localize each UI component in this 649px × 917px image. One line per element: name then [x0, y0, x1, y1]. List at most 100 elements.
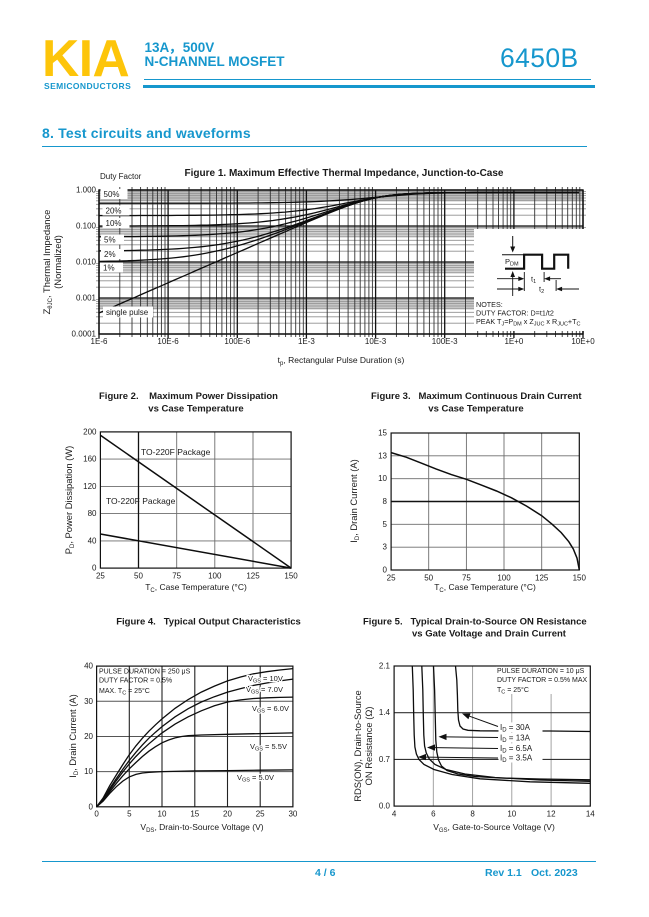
svg-text:1E+0: 1E+0 [504, 337, 523, 346]
svg-text:PD, Power Dissipation (W): PD, Power Dissipation (W) [63, 446, 76, 555]
svg-text:Figure 2. Maximum Power Dis: Figure 2. Maximum Power Dissipation [99, 391, 278, 402]
svg-text:2.1: 2.1 [379, 662, 391, 671]
svg-text:100E-3: 100E-3 [432, 337, 458, 346]
svg-text:TC = 25°C: TC = 25°C [497, 686, 529, 696]
svg-text:25: 25 [387, 574, 396, 583]
svg-text:0.100: 0.100 [76, 222, 97, 231]
svg-text:25: 25 [256, 810, 265, 819]
svg-text:ID = 3.5A: ID = 3.5A [500, 754, 533, 765]
svg-text:TO-220F Package: TO-220F Package [106, 496, 176, 506]
svg-text:RDS(ON), Drain-to-Source: RDS(ON), Drain-to-Source [352, 690, 363, 801]
svg-text:VGS = 10V: VGS = 10V [248, 674, 283, 685]
svg-text:Duty Factor: Duty Factor [100, 172, 142, 181]
svg-text:(Normalized): (Normalized) [52, 235, 63, 289]
svg-text:10E+0: 10E+0 [571, 337, 595, 346]
svg-text:80: 80 [88, 509, 97, 518]
svg-text:VGS = 5.0V: VGS = 5.0V [237, 773, 274, 784]
svg-text:ID, Drain Current (A): ID, Drain Current (A) [67, 694, 80, 778]
svg-text:vs Case Temperature: vs Case Temperature [148, 404, 243, 415]
svg-text:160: 160 [83, 455, 97, 464]
svg-text:12: 12 [547, 810, 556, 819]
svg-text:10: 10 [507, 810, 516, 819]
svg-text:TO-220F Package: TO-220F Package [141, 447, 211, 457]
svg-text:Figure 1. Maximum Effective Th: Figure 1. Maximum Effective Thermal Impe… [185, 168, 504, 179]
svg-text:100E-6: 100E-6 [224, 337, 250, 346]
svg-text:3: 3 [383, 543, 388, 552]
svg-text:6: 6 [431, 810, 436, 819]
svg-text:150: 150 [284, 572, 298, 581]
svg-text:200: 200 [83, 427, 97, 436]
svg-text:10: 10 [84, 767, 93, 776]
svg-text:50: 50 [424, 574, 433, 583]
svg-text:NOTES:: NOTES: [476, 300, 503, 309]
svg-text:ID = 30A: ID = 30A [500, 723, 531, 734]
svg-text:8: 8 [470, 810, 475, 819]
svg-text:125: 125 [246, 572, 260, 581]
svg-text:1.4: 1.4 [379, 708, 391, 717]
svg-text:5: 5 [383, 520, 388, 529]
svg-text:13: 13 [378, 451, 387, 460]
svg-text:0: 0 [94, 810, 99, 819]
svg-text:50: 50 [134, 572, 143, 581]
svg-text:40: 40 [88, 536, 97, 545]
svg-text:10E-6: 10E-6 [157, 337, 179, 346]
svg-text:125: 125 [535, 574, 549, 583]
svg-text:0: 0 [89, 802, 94, 811]
svg-text:PULSE DURATION = 10 μS: PULSE DURATION = 10 μS [497, 668, 585, 675]
svg-text:2%: 2% [104, 250, 116, 259]
svg-text:Figure 5. Typical Drain-to-S: Figure 5. Typical Drain-to-Source ON Res… [363, 617, 587, 628]
svg-text:DUTY FACTOR = 0.5% MAX: DUTY FACTOR = 0.5% MAX [497, 677, 588, 684]
svg-text:150: 150 [573, 574, 587, 583]
svg-text:vs Case Temperature: vs Case Temperature [428, 404, 523, 415]
svg-text:tp, Rectangular Pulse Duration: tp, Rectangular Pulse Duration (s) [278, 355, 405, 367]
svg-text:20: 20 [84, 732, 93, 741]
svg-text:VDS, Drain-to-Source Voltage (: VDS, Drain-to-Source Voltage (V) [140, 822, 263, 834]
svg-text:100: 100 [497, 574, 511, 583]
svg-text:Figure 4. Typical Output Cha: Figure 4. Typical Output Characteristics [116, 617, 301, 628]
svg-text:0: 0 [92, 564, 97, 573]
svg-text:50%: 50% [104, 190, 120, 199]
svg-text:MAX. TC = 25°C: MAX. TC = 25°C [99, 687, 150, 697]
svg-text:20: 20 [223, 810, 232, 819]
svg-text:Figure 3. Maximum Continuous: Figure 3. Maximum Continuous Drain Curre… [371, 391, 582, 402]
svg-text:25: 25 [96, 572, 105, 581]
svg-text:10E-3: 10E-3 [365, 337, 387, 346]
svg-text:ZθJC, Thermal Impedance: ZθJC, Thermal Impedance [41, 210, 54, 315]
svg-text:VGS = 5.5V: VGS = 5.5V [250, 742, 287, 753]
svg-text:30: 30 [84, 697, 93, 706]
svg-text:PULSE DURATION = 250 μS: PULSE DURATION = 250 μS [99, 669, 191, 676]
svg-text:75: 75 [172, 572, 181, 581]
svg-text:single pulse: single pulse [106, 308, 149, 317]
svg-text:ID = 6.5A: ID = 6.5A [500, 744, 533, 755]
svg-text:15: 15 [378, 429, 387, 438]
svg-text:PDM: PDM [505, 257, 519, 268]
svg-text:10%: 10% [106, 219, 122, 228]
svg-text:20%: 20% [106, 207, 122, 216]
svg-text:5%: 5% [104, 236, 116, 245]
svg-text:ID = 13A: ID = 13A [500, 733, 531, 744]
svg-text:8: 8 [383, 497, 388, 506]
svg-text:DUTY FACTOR: D=t1/t2: DUTY FACTOR: D=t1/t2 [476, 309, 554, 318]
svg-text:TC, Case Temperature (°C): TC, Case Temperature (°C) [145, 582, 247, 594]
svg-text:ID, Drain Current (A): ID, Drain Current (A) [348, 459, 361, 543]
svg-text:vs Gate Voltage and Drain Curr: vs Gate Voltage and Drain Current [412, 629, 567, 640]
svg-text:15: 15 [190, 810, 199, 819]
svg-text:DUTY FACTOR = 0.5%: DUTY FACTOR = 0.5% [99, 678, 172, 685]
svg-text:14: 14 [586, 810, 595, 819]
svg-text:VGS = 6.0V: VGS = 6.0V [252, 704, 289, 715]
svg-text:t2: t2 [539, 285, 544, 296]
svg-text:5: 5 [127, 810, 132, 819]
svg-text:0: 0 [383, 566, 388, 575]
svg-text:PEAK TJ=PDM x ZJUC x RJUC+TC: PEAK TJ=PDM x ZJUC x RJUC+TC [476, 317, 581, 328]
svg-text:t1: t1 [531, 275, 536, 286]
svg-text:TC, Case Temperature (°C): TC, Case Temperature (°C) [434, 582, 536, 594]
svg-text:10: 10 [378, 474, 387, 483]
svg-text:0.0001: 0.0001 [72, 330, 97, 339]
svg-text:100: 100 [208, 572, 222, 581]
svg-text:4: 4 [392, 810, 397, 819]
svg-text:1E-6: 1E-6 [91, 337, 108, 346]
svg-text:0.010: 0.010 [76, 258, 97, 267]
svg-text:0.7: 0.7 [379, 755, 391, 764]
svg-text:ON Resistance (Ω): ON Resistance (Ω) [363, 707, 374, 786]
svg-text:10: 10 [158, 810, 167, 819]
